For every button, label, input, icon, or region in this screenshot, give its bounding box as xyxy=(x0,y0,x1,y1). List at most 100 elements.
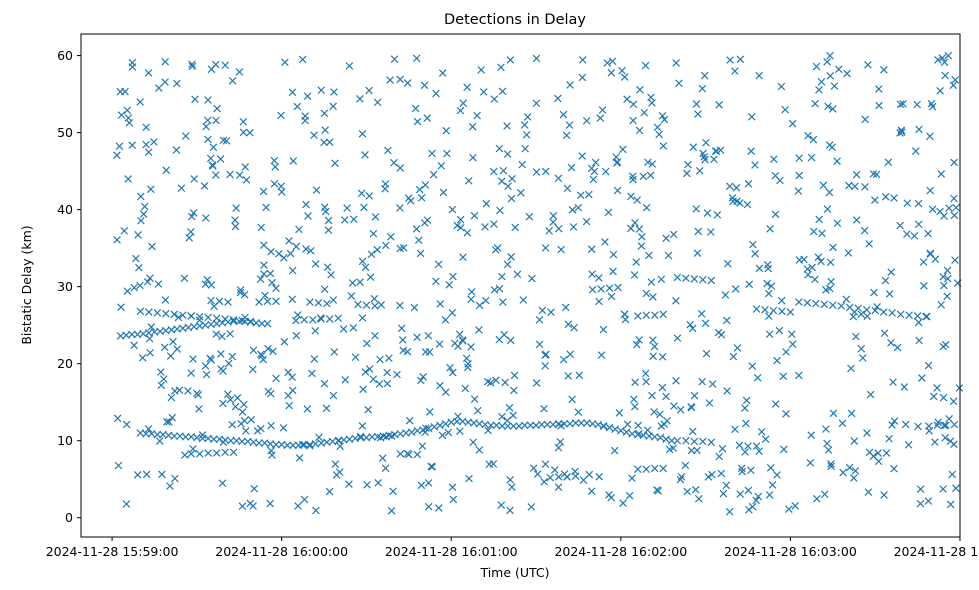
y-tick-label: 10 xyxy=(57,433,73,448)
data-point xyxy=(508,174,516,183)
data-point xyxy=(950,211,959,220)
data-point xyxy=(298,440,307,449)
data-point xyxy=(686,320,695,329)
data-point xyxy=(430,423,439,431)
data-point xyxy=(827,277,835,286)
data-point xyxy=(612,153,621,161)
data-point xyxy=(418,442,427,450)
data-point xyxy=(203,116,212,125)
data-point xyxy=(575,371,584,380)
data-point xyxy=(926,186,935,195)
data-point xyxy=(142,140,150,149)
data-point xyxy=(288,386,297,395)
data-point xyxy=(475,301,484,310)
data-point xyxy=(559,110,568,119)
data-point xyxy=(919,258,928,266)
data-point xyxy=(221,315,229,323)
data-point xyxy=(267,446,276,455)
data-point xyxy=(331,159,339,168)
data-point xyxy=(933,384,941,392)
data-point xyxy=(262,203,270,212)
data-point xyxy=(939,393,948,402)
data-point xyxy=(424,502,433,511)
data-point xyxy=(715,452,724,461)
data-point xyxy=(216,155,225,163)
data-point xyxy=(115,142,124,151)
data-point xyxy=(822,286,830,294)
data-point xyxy=(204,96,212,104)
data-point xyxy=(421,181,430,189)
data-point xyxy=(561,303,570,312)
data-point xyxy=(914,422,922,431)
data-point xyxy=(477,66,485,74)
data-point xyxy=(649,293,657,301)
data-point xyxy=(900,383,909,391)
data-point xyxy=(272,284,280,293)
data-point xyxy=(571,467,579,476)
data-point xyxy=(578,152,587,160)
data-point xyxy=(804,131,812,140)
data-point xyxy=(849,312,858,321)
data-point xyxy=(519,296,528,304)
data-point xyxy=(522,130,531,139)
data-point xyxy=(690,391,699,400)
data-point xyxy=(631,378,639,387)
data-point xyxy=(662,392,670,401)
data-point xyxy=(288,88,297,97)
data-point xyxy=(224,298,232,306)
data-point xyxy=(913,312,922,320)
data-point xyxy=(597,285,605,293)
data-point xyxy=(672,59,681,67)
data-point xyxy=(700,152,708,161)
data-point xyxy=(228,420,237,429)
data-point xyxy=(523,113,532,121)
data-point xyxy=(587,487,596,496)
data-point xyxy=(950,158,958,167)
data-point xyxy=(358,314,367,322)
data-point xyxy=(825,141,834,149)
data-point xyxy=(735,441,744,450)
data-point xyxy=(751,161,759,169)
data-point xyxy=(745,280,754,289)
data-point xyxy=(201,280,210,289)
data-point xyxy=(795,371,803,380)
data-point xyxy=(492,376,500,385)
data-point xyxy=(295,454,304,462)
data-point xyxy=(565,121,574,129)
data-point xyxy=(940,58,949,67)
data-point xyxy=(221,61,230,70)
data-point xyxy=(190,175,199,183)
data-point xyxy=(559,355,568,364)
data-point xyxy=(396,449,405,458)
data-point xyxy=(673,273,682,282)
data-point xyxy=(445,280,454,289)
data-point xyxy=(582,116,591,125)
data-point xyxy=(193,389,201,398)
data-point xyxy=(489,167,498,176)
data-point xyxy=(469,153,477,162)
data-point xyxy=(694,227,703,236)
data-point xyxy=(128,58,137,67)
data-point xyxy=(719,489,728,498)
data-point xyxy=(934,56,942,64)
data-point xyxy=(187,449,196,458)
data-point xyxy=(188,62,197,71)
data-point xyxy=(248,365,257,374)
data-point xyxy=(189,445,197,453)
data-point xyxy=(765,491,774,499)
data-point xyxy=(540,404,548,413)
data-point xyxy=(637,242,646,250)
data-point xyxy=(687,403,696,412)
data-point xyxy=(849,474,858,482)
data-point xyxy=(628,474,636,482)
data-point xyxy=(136,98,145,106)
data-point xyxy=(345,62,354,70)
data-point xyxy=(455,427,464,436)
data-point xyxy=(172,146,181,154)
data-point xyxy=(955,384,964,392)
data-point xyxy=(885,434,893,443)
data-point xyxy=(121,87,129,96)
data-point xyxy=(662,435,670,443)
plot-area xyxy=(113,51,964,516)
